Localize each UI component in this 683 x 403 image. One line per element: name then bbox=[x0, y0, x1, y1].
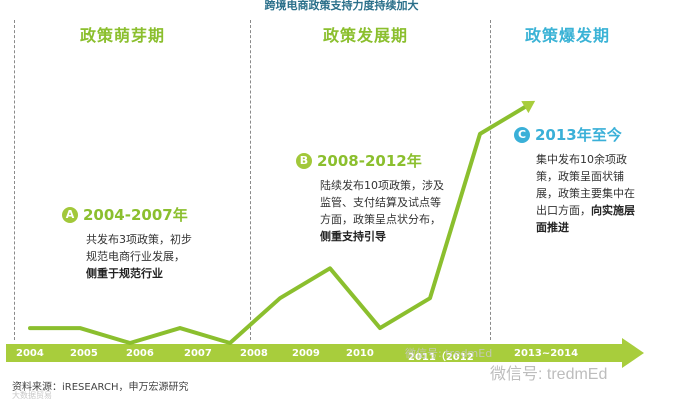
timeline-axis bbox=[6, 338, 644, 368]
callout-a: A 2004-2007年 共发布3项政策，初步 规范电商行业发展， 侧重于规范行… bbox=[62, 204, 192, 282]
callout-b-emphasis: 侧重支持引导 bbox=[320, 230, 386, 243]
callout-c-line-3: 展，政策主要集中在 bbox=[536, 187, 635, 200]
axis-label-2005: 2005 bbox=[70, 348, 98, 359]
watermark-wechat: 微信号: tredmEd bbox=[490, 366, 608, 383]
source-note: 资料来源：iRESEARCH，申万宏源研究 bbox=[12, 382, 189, 393]
phase-title-burst: 政策爆发期 bbox=[525, 26, 611, 45]
callout-a-period: 2004-2007年 bbox=[83, 206, 188, 224]
callout-c-period: 2013年至今 bbox=[535, 126, 622, 144]
axis-label-2004: 2004 bbox=[16, 348, 44, 359]
callout-a-emphasis: 侧重于规范行业 bbox=[86, 267, 163, 280]
badge-a-icon: A bbox=[62, 206, 78, 223]
phase-title-sprout: 政策萌芽期 bbox=[80, 26, 166, 45]
axis-label-2011-2012: 2011（2012 bbox=[408, 352, 474, 363]
page-title: 跨境电商政策支持力度持续加大 bbox=[264, 0, 419, 12]
callout-c-emphasis: 面推进 bbox=[536, 221, 569, 234]
watermark-mid: 微信号: tredmEd bbox=[405, 347, 493, 360]
callout-c: C 2013年至今 集中发布10余项政 策，政策呈面状铺 展，政策主要集中在 出… bbox=[514, 124, 635, 236]
callout-a-line-1: 共发布3项政策，初步 bbox=[86, 233, 192, 246]
axis-label-2007: 2007 bbox=[184, 348, 212, 359]
callout-c-emphasis-inline: 向实施层 bbox=[591, 204, 635, 217]
divider-left bbox=[14, 20, 15, 340]
callout-c-line-2: 策，政策呈面状铺 bbox=[536, 170, 624, 183]
axis-label-2009: 2009 bbox=[292, 348, 320, 359]
watermark-small: 大数据贸易 bbox=[12, 391, 52, 400]
axis-label-2006: 2006 bbox=[126, 348, 154, 359]
callout-b-period: 2008-2012年 bbox=[317, 152, 422, 170]
phase-title-develop: 政策发展期 bbox=[323, 26, 409, 45]
trend-arrow-head bbox=[521, 100, 536, 114]
divider-mid bbox=[250, 20, 251, 340]
callout-b: B 2008-2012年 陆续发布10项政策，涉及 监管、支付结算及试点等 方面… bbox=[296, 150, 444, 245]
timeline-axis-bar bbox=[6, 338, 644, 368]
callout-c-line-1: 集中发布10余项政 bbox=[536, 153, 627, 166]
badge-c-icon: C bbox=[514, 126, 530, 143]
axis-label-2013-2014: 2013~2014 bbox=[514, 348, 579, 359]
callout-a-line-2: 规范电商行业发展， bbox=[86, 250, 185, 263]
badge-b-icon: B bbox=[296, 152, 312, 169]
divider-right bbox=[490, 20, 491, 340]
callout-c-line-4: 出口方面， bbox=[536, 204, 591, 217]
callout-b-line-3: 方面，政策呈点状分布， bbox=[320, 213, 441, 226]
axis-label-2010: 2010 bbox=[346, 348, 374, 359]
callout-b-line-1: 陆续发布10项政策，涉及 bbox=[320, 179, 444, 192]
axis-label-2008: 2008 bbox=[240, 348, 268, 359]
callout-b-line-2: 监管、支付结算及试点等 bbox=[320, 196, 441, 209]
